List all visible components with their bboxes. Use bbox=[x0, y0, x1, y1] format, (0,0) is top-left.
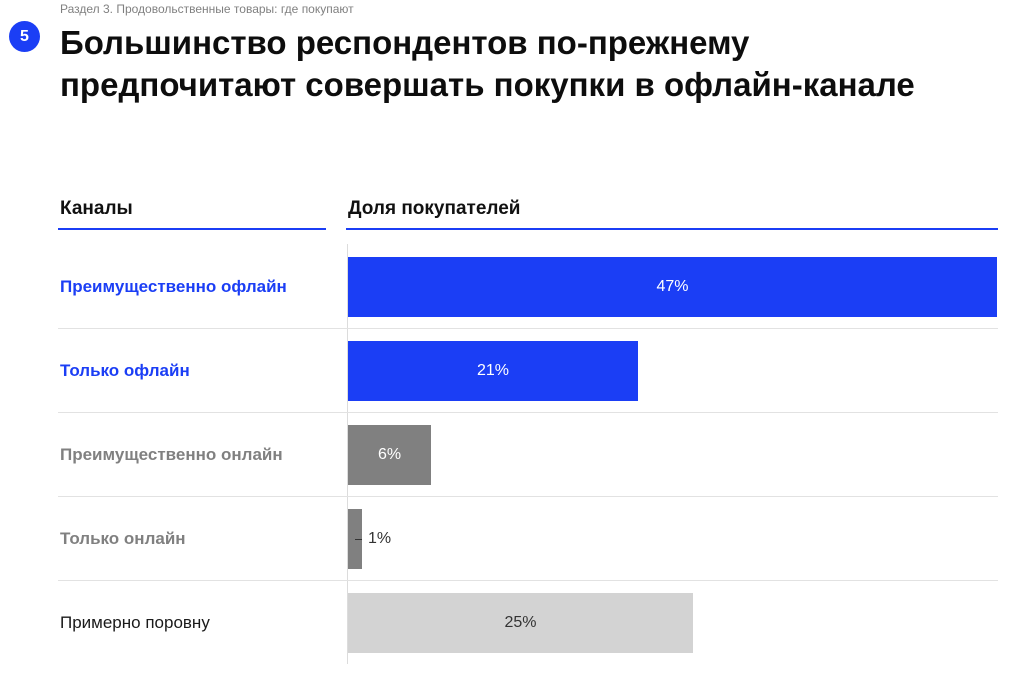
header-underline-share bbox=[346, 228, 998, 230]
data-label: 47% bbox=[656, 278, 689, 295]
row-divider bbox=[58, 496, 998, 497]
data-label: 6% bbox=[377, 446, 402, 463]
chart-axis-line bbox=[347, 244, 348, 664]
category-label: Преимущественно офлайн bbox=[60, 277, 287, 296]
header-underline-channels bbox=[58, 228, 326, 230]
column-header-share: Доля покупателей bbox=[348, 198, 521, 219]
section-breadcrumb: Раздел 3. Продовольственные товары: где … bbox=[60, 2, 354, 16]
row-divider bbox=[58, 412, 998, 413]
page-title: Большинство респондентов по-прежнему пре… bbox=[60, 24, 915, 103]
category-label: Только офлайн bbox=[60, 361, 190, 380]
row-divider bbox=[58, 328, 998, 329]
data-label: 1% bbox=[368, 530, 392, 547]
bar: 47% bbox=[348, 257, 997, 317]
data-label: 25% bbox=[504, 614, 537, 631]
category-label: Примерно поровну bbox=[60, 613, 210, 632]
category-label: Преимущественно онлайн bbox=[60, 445, 283, 464]
bar: 21% bbox=[348, 341, 638, 401]
bar: 25% bbox=[348, 593, 693, 653]
data-label: 21% bbox=[476, 362, 510, 379]
bar: 6% bbox=[348, 425, 431, 485]
slide-number-badge: 5 bbox=[9, 21, 40, 52]
data-label-leader bbox=[355, 539, 362, 540]
column-header-channels: Каналы bbox=[60, 198, 133, 219]
row-divider bbox=[58, 580, 998, 581]
category-label: Только онлайн bbox=[60, 529, 186, 548]
bar: 1% bbox=[348, 509, 391, 569]
